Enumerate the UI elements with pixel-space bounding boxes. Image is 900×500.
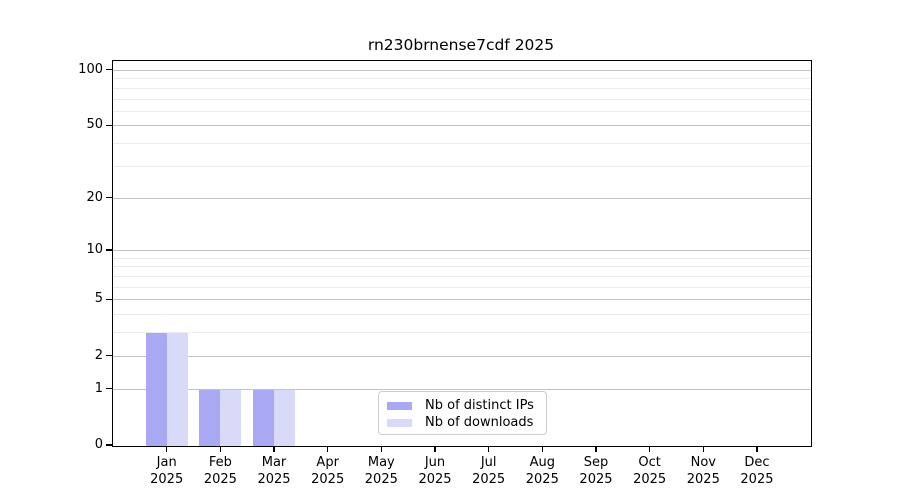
- y-tick-label: 2: [94, 347, 103, 363]
- x-tick-label-month: Nov: [690, 455, 716, 470]
- gridline-minor: [113, 314, 811, 316]
- chart-title: rn230brnense7cdf 2025: [367, 36, 555, 54]
- gridline-minor: [113, 332, 811, 334]
- x-axis-tick: [434, 446, 436, 452]
- legend-swatch-distinct-ips: [387, 401, 412, 410]
- legend-item-downloads: Nb of downloads: [387, 414, 538, 431]
- x-axis-tick: [595, 446, 597, 452]
- x-tick-label-year: 2025: [472, 472, 506, 487]
- x-tick-label-year: 2025: [525, 472, 559, 487]
- x-tick-label: Nov 2025: [671, 454, 735, 488]
- y-tick-label: 1: [94, 380, 103, 396]
- x-tick-label: Dec 2025: [725, 454, 789, 488]
- gridline-major: [113, 355, 811, 357]
- x-tick-label-year: 2025: [633, 472, 667, 487]
- y-axis-tick: [106, 388, 112, 390]
- gridline-major: [113, 299, 811, 301]
- x-tick-label: Jul 2025: [457, 454, 521, 488]
- x-tick-label-year: 2025: [579, 472, 613, 487]
- legend-swatch-downloads: [387, 418, 412, 427]
- x-tick-label-month: Jan: [156, 455, 177, 470]
- x-tick-label: Mar 2025: [242, 454, 306, 488]
- gridline-minor: [113, 165, 811, 167]
- bar-downloads: [166, 333, 188, 446]
- x-tick-label: Sep 2025: [564, 454, 628, 488]
- legend-label-distinct-ips: Nb of distinct IPs: [425, 398, 534, 413]
- gridline-major: [113, 125, 811, 127]
- legend: Nb of distinct IPs Nb of downloads: [378, 391, 547, 435]
- gridline-major: [113, 388, 811, 390]
- y-axis-tick: [106, 124, 112, 126]
- gridline-major: [113, 69, 811, 71]
- x-tick-label-month: Oct: [638, 455, 661, 470]
- x-tick-label-month: Dec: [744, 455, 770, 470]
- x-axis-tick: [756, 446, 758, 452]
- y-tick-label: 100: [78, 61, 103, 77]
- y-axis-tick: [106, 444, 112, 446]
- gridline-minor: [113, 257, 811, 259]
- x-axis-tick: [327, 446, 329, 452]
- x-axis-tick: [219, 446, 221, 452]
- y-tick-label: 5: [94, 291, 103, 307]
- gridline-minor: [113, 110, 811, 112]
- x-tick-label-year: 2025: [740, 472, 774, 487]
- gridline-minor: [113, 78, 811, 80]
- x-tick-label-month: Mar: [261, 455, 287, 470]
- y-axis-tick: [106, 196, 112, 199]
- x-tick-label: Jan 2025: [135, 454, 199, 488]
- y-axis-tick: [106, 249, 112, 251]
- x-tick-label-year: 2025: [686, 472, 720, 487]
- x-tick-label-year: 2025: [364, 472, 398, 487]
- gridline-minor: [113, 286, 811, 288]
- gridline-major: [113, 197, 811, 199]
- gridline-minor: [113, 87, 811, 89]
- plot-area: [112, 60, 812, 447]
- x-tick-label-month: Aug: [529, 455, 555, 470]
- x-tick-label-year: 2025: [418, 472, 452, 487]
- gridline-minor: [113, 143, 811, 145]
- y-tick-label: 20: [86, 189, 103, 205]
- y-axis-tick: [106, 69, 112, 71]
- gridline-minor: [113, 98, 811, 100]
- x-tick-label: Oct 2025: [618, 454, 682, 488]
- x-tick-label-month: Feb: [208, 455, 232, 470]
- x-tick-label-month: May: [367, 455, 395, 470]
- gridline-major: [113, 250, 811, 252]
- bar-downloads: [220, 389, 242, 446]
- bar-distinct-ips: [145, 333, 167, 446]
- x-tick-label: Jun 2025: [403, 454, 467, 488]
- bar-distinct-ips: [253, 389, 275, 446]
- y-tick-label: 10: [86, 242, 103, 258]
- x-tick-label: Aug 2025: [510, 454, 574, 488]
- x-tick-label-month: Apr: [316, 455, 339, 470]
- x-axis-tick: [541, 446, 543, 452]
- x-axis-tick: [273, 446, 275, 452]
- x-tick-label-month: Jul: [480, 455, 497, 470]
- x-axis-tick: [702, 446, 704, 452]
- legend-label-downloads: Nb of downloads: [425, 415, 534, 430]
- x-axis-tick: [488, 446, 490, 452]
- x-tick-label-year: 2025: [203, 472, 237, 487]
- bar-downloads: [274, 389, 296, 446]
- y-tick-label: 0: [94, 437, 103, 452]
- x-tick-label-month: Sep: [583, 455, 609, 470]
- x-tick-label-year: 2025: [257, 472, 291, 487]
- gridline-minor: [113, 275, 811, 277]
- x-tick-label: Feb 2025: [188, 454, 252, 488]
- y-axis-tick: [106, 298, 112, 300]
- x-tick-label: Apr 2025: [296, 454, 360, 488]
- x-axis-tick: [380, 446, 382, 452]
- x-tick-label-month: Jun: [424, 455, 446, 470]
- bar-distinct-ips: [199, 389, 221, 446]
- x-tick-label-year: 2025: [311, 472, 345, 487]
- gridline-minor: [113, 266, 811, 268]
- y-axis-tick: [106, 355, 112, 357]
- x-axis-tick: [649, 446, 651, 452]
- legend-item-distinct-ips: Nb of distinct IPs: [387, 397, 538, 414]
- x-tick-label-year: 2025: [150, 472, 184, 487]
- x-tick-label: May 2025: [349, 454, 413, 488]
- x-axis-tick: [166, 446, 168, 452]
- y-tick-label: 50: [86, 117, 103, 133]
